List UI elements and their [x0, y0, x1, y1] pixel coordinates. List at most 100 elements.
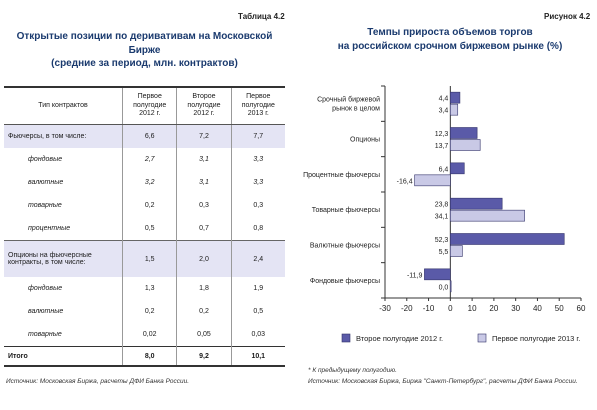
- cell-value: 7,2: [176, 124, 232, 148]
- table-row: товарные 0,2 0,3 0,3: [4, 194, 285, 217]
- bar: [450, 233, 565, 245]
- x-tick-label: 60: [577, 304, 586, 313]
- data-label: 5,5: [439, 249, 449, 256]
- x-tick-label: 20: [489, 304, 498, 313]
- data-label: 6,4: [439, 166, 449, 173]
- table-title-line2: (средние за период, млн. контрактов): [51, 58, 238, 69]
- bar: [450, 127, 478, 139]
- cell-value: 0,3: [176, 194, 232, 217]
- table-row: товарные 0,02 0,05 0,03: [4, 323, 285, 347]
- data-label: 23,8: [435, 202, 449, 209]
- cell-value: 0,5: [121, 217, 177, 241]
- x-tick-label: 50: [555, 304, 564, 313]
- x-tick-label: 30: [511, 304, 520, 313]
- category-label: Валютные фьючерсы: [310, 243, 380, 250]
- x-tick-label: -20: [401, 304, 413, 313]
- row-label: фондовые: [28, 285, 63, 292]
- bar: [424, 268, 451, 281]
- bar: [450, 103, 459, 116]
- category-label-line: Валютные фьючерсы: [310, 243, 380, 250]
- col-header-h1-2012: Первое полугодие 2012 г.: [121, 86, 177, 125]
- bar: [414, 174, 451, 187]
- row-label: товарные: [28, 202, 62, 209]
- bar: [450, 245, 463, 257]
- bar: [450, 209, 525, 222]
- cell-value: 1,8: [176, 277, 232, 300]
- x-tick-label: 10: [468, 304, 477, 313]
- table-row: валютные 0,2 0,2 0,5: [4, 300, 285, 323]
- table-title: Открытые позиции по деривативам на Моско…: [4, 30, 285, 71]
- figure-title-line2: на российском срочном биржевом рынке (%): [337, 40, 563, 52]
- data-label: 4,4: [439, 96, 449, 103]
- x-tick-label: 40: [533, 304, 542, 313]
- data-label: -11,9: [407, 272, 423, 279]
- category-label-line: Товарные фьючерсы: [312, 207, 380, 214]
- cell-value: 3,3: [230, 171, 285, 194]
- bar: [450, 162, 465, 175]
- data-label: 13,7: [435, 143, 449, 150]
- bar: [450, 139, 481, 151]
- cell-value: 1,5: [121, 240, 177, 277]
- legend-label: Второе полугодие 2012 г.: [356, 334, 443, 343]
- data-label: 0,0: [439, 284, 449, 291]
- cell-value: 0,2: [176, 300, 232, 323]
- cell-value: 0,7: [176, 217, 232, 241]
- cell-value: 0,2: [121, 300, 177, 323]
- data-label: -16,4: [397, 178, 413, 185]
- figure-number: Рисунок 4.2: [544, 12, 591, 21]
- figure-footnote: * К предыдущему полугодию.: [308, 367, 397, 374]
- cell-value: 0,02: [121, 323, 177, 347]
- table-row: фондовые 2,7 3,1 3,3: [4, 148, 285, 171]
- cell-value: 3,1: [176, 148, 232, 171]
- table-row: Фьючерсы, в том числе: 6,6 7,2 7,7: [4, 124, 285, 148]
- table-row: Опционы на фьючерсные контракты, в том ч…: [4, 240, 285, 277]
- category-label: Фондовые фьючерсы: [310, 278, 380, 285]
- cell-value: 7,7: [230, 124, 285, 148]
- open-positions-table: Тип контрактов Первое полугодие 2012 г. …: [4, 86, 285, 367]
- legend-label: Первое полугодие 2013 г.: [492, 334, 580, 343]
- data-label: 3,4: [439, 108, 449, 115]
- row-label: процентные: [28, 225, 71, 232]
- figure-title-line1: Темпы прироста объемов торгов: [367, 27, 533, 38]
- cell-value: 6,6: [121, 124, 177, 148]
- category-label: Срочный биржевой рынок в целом: [317, 96, 380, 113]
- data-label: 52,3: [435, 237, 449, 244]
- cell-value: 10,1: [230, 346, 285, 367]
- cell-value: 0,8: [230, 217, 285, 241]
- bar: [450, 91, 461, 104]
- cell-value: 0,03: [230, 323, 285, 347]
- col-header-type: Тип контрактов: [4, 86, 123, 125]
- cell-value: 2,4: [230, 240, 285, 277]
- x-tick-label: -10: [423, 304, 435, 313]
- cell-value: 2,0: [176, 240, 232, 277]
- trading-volume-growth-chart: Срочный биржевой рынок в целом Опционы Проц…: [303, 85, 586, 343]
- cell-value: 0,2: [121, 194, 177, 217]
- category-label: Опционы: [350, 137, 380, 144]
- table-title-line1: Открытые позиции по деривативам на Моско…: [16, 31, 273, 56]
- cell-value: 8,0: [121, 346, 177, 367]
- category-label: Процентные фьючерсы: [303, 172, 380, 179]
- table-number: Таблица 4.2: [238, 12, 285, 21]
- row-label: Опционы на фьючерсные контракты, в том ч…: [4, 240, 123, 277]
- table-total-row: Итого 8,0 9,2 10,1: [4, 346, 285, 367]
- table-row: процентные 0,5 0,7 0,8: [4, 217, 285, 241]
- cell-value: 3,1: [176, 171, 232, 194]
- x-tick-label: -30: [379, 304, 391, 313]
- cell-value: 0,5: [230, 300, 285, 323]
- x-tick-label: 0: [448, 304, 453, 313]
- bar: [450, 280, 452, 293]
- legend-swatch: [341, 333, 351, 343]
- cell-value: 3,3: [230, 148, 285, 171]
- bar: [450, 197, 503, 210]
- figure-source: Источник: Московская Биржа, Биржа "Санкт…: [308, 378, 578, 385]
- col-header-h1-2013: Первое полугодие 2013 г.: [230, 86, 285, 125]
- cell-value: 2,7: [121, 148, 177, 171]
- row-label: фондовые: [28, 156, 63, 163]
- cell-value: 1,3: [121, 277, 177, 300]
- category-label-line: рынок в целом: [332, 106, 380, 113]
- cell-value: 1,9: [230, 277, 285, 300]
- table-source: Источник: Московская Биржа, расчеты ДФИ …: [6, 378, 190, 385]
- category-label-line: Фондовые фьючерсы: [310, 278, 380, 285]
- category-label-line: Опционы: [350, 137, 380, 144]
- row-label: Итого: [4, 346, 123, 367]
